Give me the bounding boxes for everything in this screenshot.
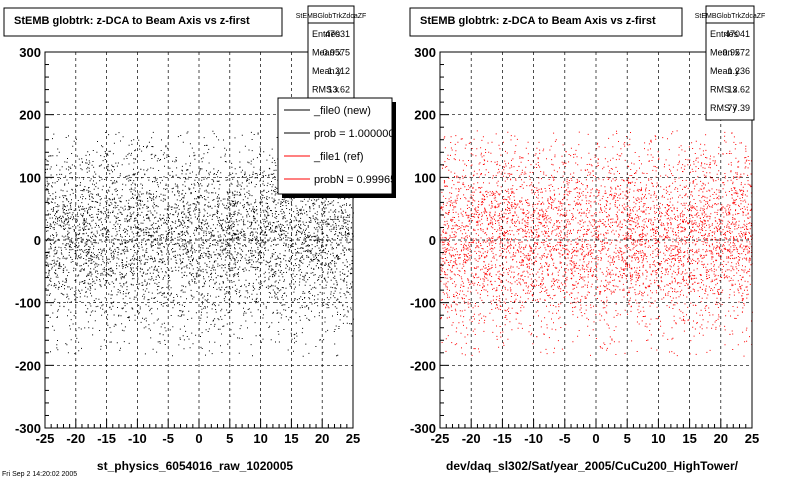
x-tick-label: -15 bbox=[493, 431, 512, 446]
stats-label: RMS y bbox=[710, 103, 738, 113]
stats-label: Mean y bbox=[312, 66, 342, 76]
stats-label: RMS x bbox=[312, 85, 340, 95]
x-tick-label: -25 bbox=[431, 431, 450, 446]
stats-name: StEMBGlobTrkZdcaZF bbox=[296, 13, 367, 20]
right-x-axis-label: dev/daq_sl302/Sat/year_2005/CuCu200_High… bbox=[446, 459, 739, 473]
y-tick-label: -200 bbox=[410, 358, 436, 373]
legend-entry: _file0 (new) bbox=[313, 105, 371, 117]
x-tick-label: -10 bbox=[128, 431, 147, 446]
legend-entry: prob = 1.000000 bbox=[314, 128, 394, 140]
left-panel: -25 -20 -15 -10 -5 0 5 10 15 20 25 -300 -200 -100 0 100… bbox=[3, 5, 396, 473]
x-tick-label: 5 bbox=[624, 431, 631, 446]
stats-value: 1.236 bbox=[727, 66, 750, 76]
x-tick-label: 0 bbox=[195, 431, 202, 446]
stats-name: StEMBGlobTrkZdcaZF bbox=[695, 13, 766, 20]
left-legend: _file0 (new) prob = 1.000000 _file1 (ref) p… bbox=[277, 97, 396, 198]
x-tick-label: -10 bbox=[524, 431, 543, 446]
x-tick-label: 25 bbox=[745, 431, 759, 446]
stats-value: 13.62 bbox=[727, 85, 750, 95]
right-scatter-points bbox=[440, 130, 753, 357]
x-tick-label: -5 bbox=[559, 431, 571, 446]
stats-value: 13.62 bbox=[327, 85, 350, 95]
x-tick-label: -20 bbox=[462, 431, 481, 446]
right-chart-title: StEMB globtrk: z-DCA to Beam Axis vs z-f… bbox=[420, 15, 656, 27]
x-tick-label: 20 bbox=[315, 431, 329, 446]
y-tick-label: 300 bbox=[414, 45, 436, 60]
y-tick-label: 200 bbox=[19, 108, 41, 123]
stats-label: Mean y bbox=[710, 66, 740, 76]
stats-value: -0.9572 bbox=[719, 48, 750, 58]
stats-value: 47031 bbox=[325, 29, 350, 39]
y-tick-label: -300 bbox=[410, 421, 436, 436]
y-tick-label: 0 bbox=[34, 233, 41, 248]
right-ticks: -25 -20 -15 -10 -5 0 5 10 15 20 25 -300 -200 -100 0 100… bbox=[410, 45, 759, 446]
stats-label: Entries bbox=[312, 29, 341, 39]
scatter-points bbox=[45, 130, 354, 357]
x-tick-label: -5 bbox=[162, 431, 174, 446]
legend-entry: _file1 (ref) bbox=[313, 151, 364, 163]
stats-value: 77.39 bbox=[727, 103, 750, 113]
left-x-axis-label: st_physics_6054016_raw_1020005 bbox=[97, 459, 293, 473]
right-grid bbox=[440, 52, 752, 428]
y-tick-label: 300 bbox=[19, 45, 41, 60]
x-tick-label: -15 bbox=[97, 431, 116, 446]
left-scatter-points bbox=[45, 130, 354, 357]
scatter-points bbox=[440, 130, 753, 357]
x-tick-label: 0 bbox=[592, 431, 599, 446]
left-chart-title: StEMB globtrk: z-DCA to Beam Axis vs z-f… bbox=[14, 15, 250, 27]
x-tick-label: 10 bbox=[253, 431, 267, 446]
x-tick-label: 15 bbox=[284, 431, 298, 446]
left-ticks: -25 -20 -15 -10 -5 0 5 10 15 20 25 -300 -200 -100 0 100… bbox=[15, 45, 360, 446]
x-tick-label: 10 bbox=[651, 431, 665, 446]
stats-label: Entries bbox=[710, 29, 739, 39]
stats-label: Mean x bbox=[312, 48, 342, 58]
stats-label: Mean x bbox=[710, 48, 740, 58]
x-tick-label: -20 bbox=[66, 431, 85, 446]
x-tick-label: 15 bbox=[682, 431, 696, 446]
stats-label: RMS x bbox=[710, 85, 738, 95]
right-title-box: StEMB globtrk: z-DCA to Beam Axis vs z-f… bbox=[409, 7, 683, 37]
stats-value: 47041 bbox=[725, 29, 750, 39]
stats-value: 1.212 bbox=[327, 66, 350, 76]
y-tick-label: 100 bbox=[19, 170, 41, 185]
y-tick-label: -100 bbox=[15, 296, 41, 311]
y-tick-label: -300 bbox=[15, 421, 41, 436]
y-tick-label: -100 bbox=[410, 296, 436, 311]
legend-entry: probN = 0.99965 bbox=[314, 174, 396, 186]
y-tick-label: 200 bbox=[414, 108, 436, 123]
x-tick-label: 20 bbox=[714, 431, 728, 446]
x-tick-label: -25 bbox=[36, 431, 55, 446]
x-tick-label: 25 bbox=[346, 431, 360, 446]
right-panel: -25 -20 -15 -10 -5 0 5 10 15 20 25 -300 -200 -100 0 100… bbox=[409, 5, 766, 473]
y-tick-label: 100 bbox=[414, 170, 436, 185]
left-title-box: StEMB globtrk: z-DCA to Beam Axis vs z-f… bbox=[3, 7, 283, 37]
y-tick-label: 0 bbox=[429, 233, 436, 248]
y-tick-label: -200 bbox=[15, 358, 41, 373]
footer-stamp: Fri Sep 2 14:20:02 2005 bbox=[2, 471, 77, 478]
stats-value: -0.9575 bbox=[319, 48, 350, 58]
x-tick-label: 5 bbox=[226, 431, 233, 446]
